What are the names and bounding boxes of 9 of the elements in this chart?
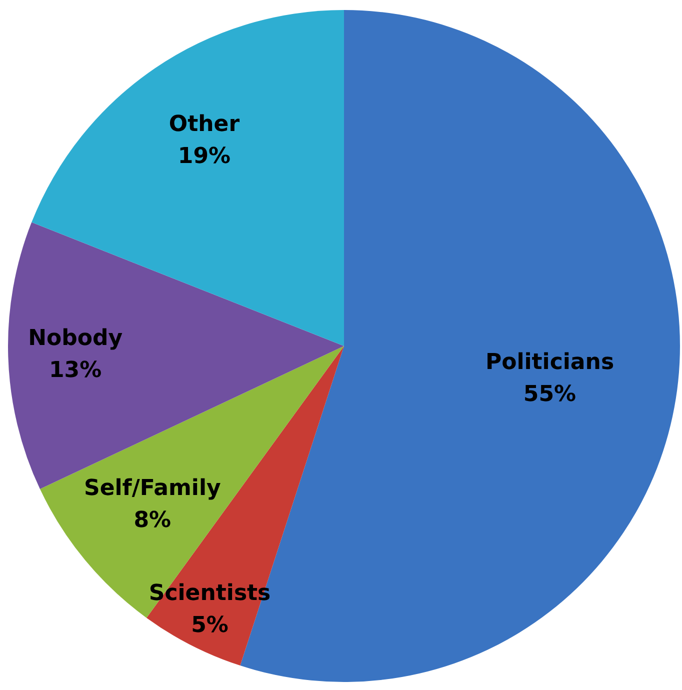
slice-label: Nobody [28, 326, 123, 351]
slice-label: Self/Family [84, 476, 221, 501]
data-label: 19% [178, 144, 231, 169]
data-label: 13% [48, 358, 102, 383]
slice-label: Politicians [485, 350, 614, 376]
data-label: 55% [523, 382, 576, 408]
data-label: 8% [134, 508, 172, 533]
slice-label: Other [168, 112, 240, 137]
data-label: 5% [191, 612, 228, 638]
